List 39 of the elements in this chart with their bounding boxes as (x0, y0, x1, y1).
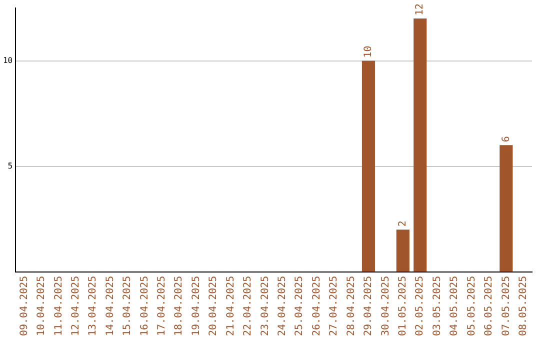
x-tick-label: 29.04.2025 (363, 276, 374, 336)
x-tick-label: 15.04.2025 (122, 276, 134, 336)
x-tick-label: 11.04.2025 (53, 276, 64, 336)
x-tick-label: 08.05.2025 (518, 276, 529, 336)
x-tick-label: 10.04.2025 (36, 276, 48, 336)
x-tick-label: 26.04.2025 (311, 276, 322, 336)
data-label: 12 (414, 4, 426, 16)
bar (500, 145, 513, 272)
x-tick-label: 03.05.2025 (432, 276, 443, 336)
bar (362, 60, 376, 272)
bar (414, 18, 427, 272)
x-tick-label: 21.04.2025 (225, 276, 236, 336)
x-tick-label: 12.04.2025 (70, 276, 82, 336)
bar (396, 230, 410, 272)
x-tick-label: 14.04.2025 (104, 276, 116, 336)
x-tick-label: 23.04.2025 (260, 276, 271, 336)
x-tick-label: 28.04.2025 (346, 276, 357, 336)
x-tick-label: 13.04.2025 (88, 276, 99, 336)
data-label: 10 (363, 46, 374, 58)
x-tick-label: 18.04.2025 (174, 276, 185, 336)
x-tick-label: 01.05.2025 (398, 276, 408, 336)
x-tick-label: 16.04.2025 (139, 276, 150, 336)
x-tick-label: 17.04.2025 (156, 276, 168, 336)
x-tick-label: 06.05.2025 (484, 276, 495, 336)
data-label: 6 (500, 136, 512, 142)
data-label: 2 (398, 220, 408, 227)
x-tick-label: 20.04.2025 (208, 276, 220, 336)
x-tick-label: 07.05.2025 (500, 276, 512, 336)
x-tick-label: 02.05.2025 (414, 276, 426, 336)
x-tick-label: 27.04.2025 (328, 276, 340, 336)
x-tick-label: 09.04.2025 (18, 276, 30, 336)
x-tick-label: 19.04.2025 (190, 276, 202, 336)
x-tick-label: 24.04.2025 (277, 276, 288, 336)
x-tick-label: 05.05.2025 (466, 276, 478, 336)
x-tick-label: 30.04.2025 (380, 276, 392, 336)
x-tick-label: 04.05.2025 (449, 276, 460, 336)
y-tick-label: 5 (8, 161, 13, 170)
x-tick-label: 25.04.2025 (294, 276, 306, 336)
x-tick-label: 22.04.2025 (242, 276, 254, 336)
